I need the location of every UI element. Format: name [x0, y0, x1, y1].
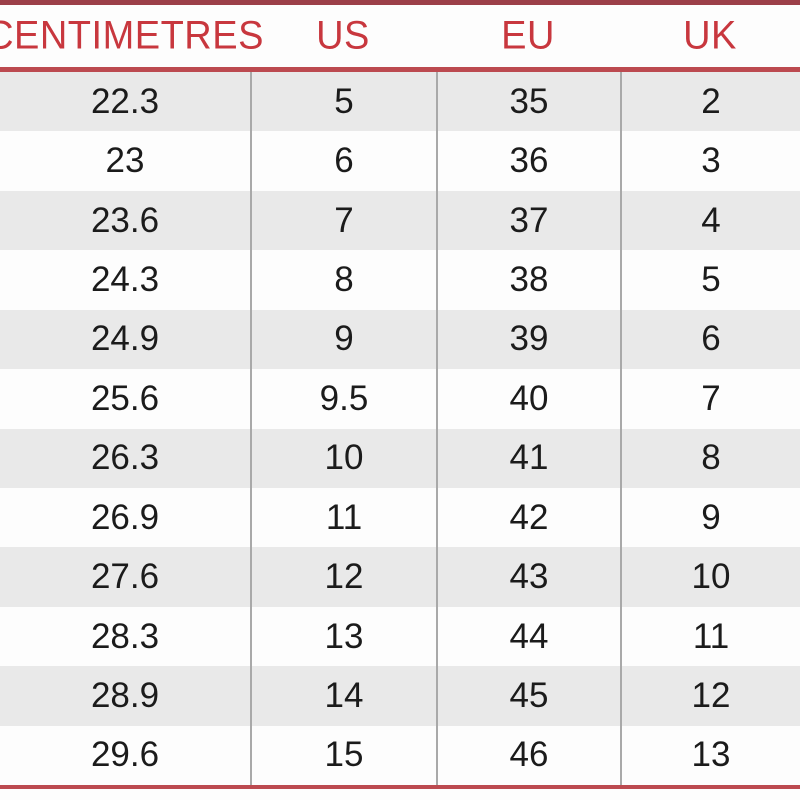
cell-centimetres: 29.6	[90, 735, 160, 775]
header-divider-rule	[0, 67, 800, 72]
table-row: 25.6 9.5 40 7	[0, 369, 800, 429]
cell-us: 15	[250, 725, 436, 786]
cell-us: 12	[250, 547, 436, 607]
table-row: 24.9 9 39 6	[0, 309, 800, 370]
cell-centimetres: 22.3	[90, 81, 160, 121]
cell-uk: 5	[620, 250, 800, 310]
column-header-us: US	[316, 13, 370, 58]
cell-us: 11	[250, 487, 436, 548]
top-border-rule	[0, 0, 800, 5]
table-row: 26.9 11 42 9	[0, 487, 800, 548]
cell-us: 8	[250, 250, 436, 310]
cell-uk: 4	[620, 190, 800, 251]
cell-us: 7	[250, 190, 436, 251]
table-row: 24.3 8 38 5	[0, 250, 800, 310]
cell-eu: 46	[436, 725, 620, 786]
cell-uk: 11	[620, 606, 800, 667]
cell-eu: 40	[436, 369, 620, 429]
cell-us: 9	[250, 309, 436, 370]
table-row: 28.3 13 44 11	[0, 606, 800, 667]
table-row: 22.3 5 35 2	[0, 72, 800, 132]
cell-centimetres: 28.3	[90, 616, 160, 656]
table-row: 28.9 14 45 12	[0, 666, 800, 726]
cell-us: 9.5	[250, 369, 436, 429]
cell-us: 5	[250, 72, 436, 132]
cell-eu: 44	[436, 606, 620, 667]
cell-eu: 45	[436, 666, 620, 726]
cell-eu: 42	[436, 487, 620, 548]
cell-centimetres: 27.6	[90, 557, 160, 597]
cell-us: 13	[250, 606, 436, 667]
cell-us: 10	[250, 428, 436, 488]
cell-uk: 10	[620, 547, 800, 607]
cell-uk: 8	[620, 428, 800, 488]
cell-uk: 3	[620, 131, 800, 191]
cell-centimetres: 26.9	[90, 497, 160, 537]
cell-us: 14	[250, 666, 436, 726]
table-row: 26.3 10 41 8	[0, 428, 800, 488]
cell-eu: 41	[436, 428, 620, 488]
cell-uk: 7	[620, 369, 800, 429]
cell-centimetres: 25.6	[90, 378, 160, 418]
cell-centimetres: 23	[105, 141, 145, 181]
table-row: 23 6 36 3	[0, 131, 800, 191]
cell-uk: 6	[620, 309, 800, 370]
table-header-row: CENTIMETRES US EU UK	[0, 5, 800, 67]
column-header-centimetres: CENTIMETRES	[0, 13, 264, 58]
cell-eu: 39	[436, 309, 620, 370]
cell-centimetres: 24.9	[90, 319, 160, 359]
cell-eu: 36	[436, 131, 620, 191]
cell-uk: 13	[620, 725, 800, 786]
cell-uk: 9	[620, 487, 800, 548]
cell-centimetres: 24.3	[90, 259, 160, 299]
bottom-border-rule	[0, 785, 800, 789]
table-body: 22.3 5 35 2 23 6 36 3 23.6 7 37 4 24.3 8 38 5 24.9 9 39 6 25…	[0, 72, 800, 786]
table-row: 29.6 15 46 13	[0, 725, 800, 786]
column-header-uk: UK	[683, 13, 737, 58]
table-row: 23.6 7 37 4	[0, 190, 800, 251]
cell-uk: 12	[620, 666, 800, 726]
cell-eu: 35	[436, 72, 620, 132]
cell-centimetres: 23.6	[90, 200, 160, 240]
cell-eu: 43	[436, 547, 620, 607]
cell-us: 6	[250, 131, 436, 191]
cell-eu: 37	[436, 190, 620, 251]
cell-eu: 38	[436, 250, 620, 310]
column-header-eu: EU	[501, 13, 555, 58]
cell-uk: 2	[620, 72, 800, 132]
footer-whitespace	[0, 789, 800, 800]
cell-centimetres: 28.9	[90, 675, 160, 715]
cell-centimetres: 26.3	[90, 438, 160, 478]
table-row: 27.6 12 43 10	[0, 547, 800, 607]
